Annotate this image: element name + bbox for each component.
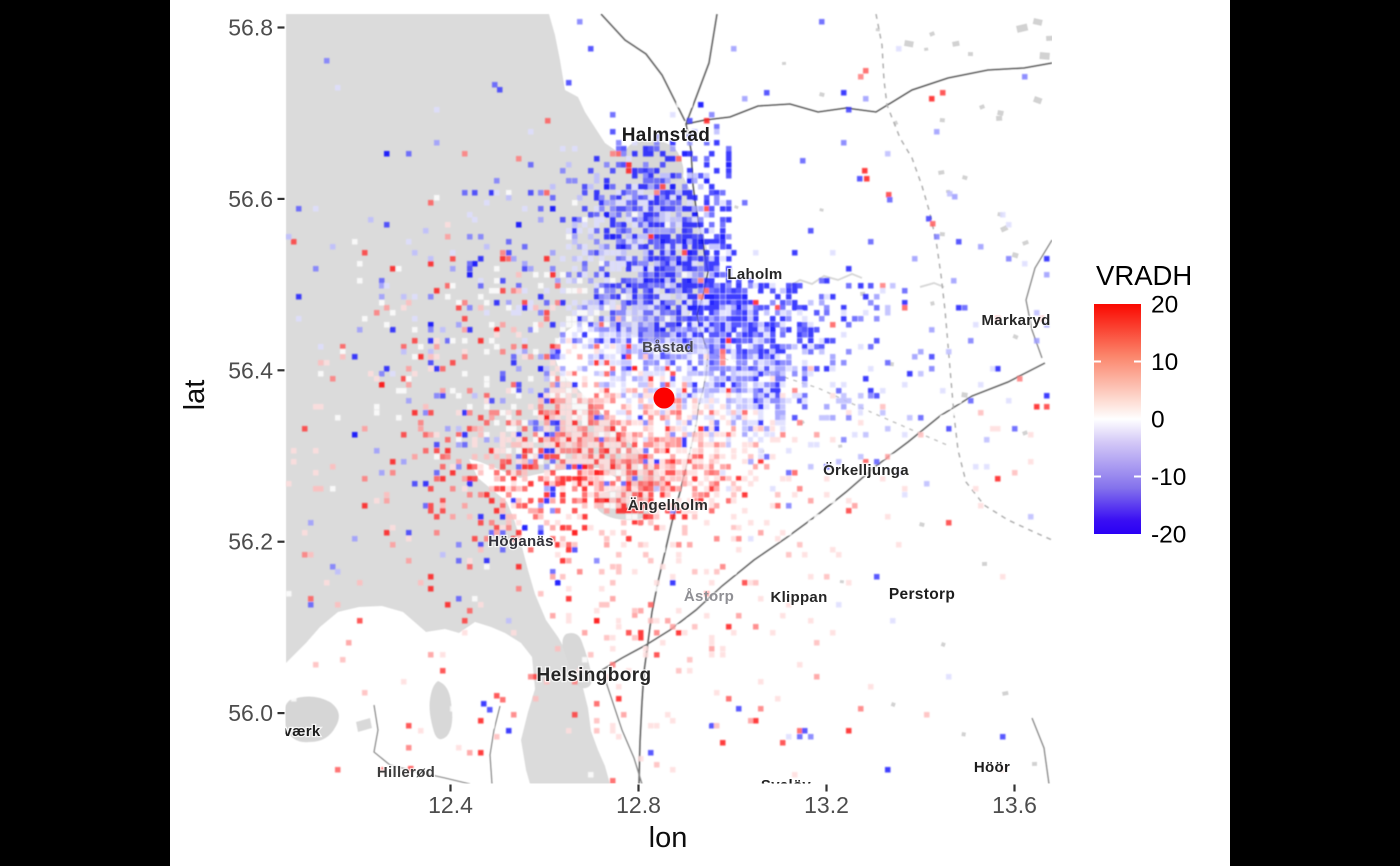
svg-text:-10: -10	[1151, 464, 1186, 491]
svg-text:12.4: 12.4	[428, 792, 473, 818]
svg-text:Höör: Höör	[974, 759, 1010, 776]
svg-text:Halmstad: Halmstad	[622, 125, 711, 146]
svg-text:Örkelljunga: Örkelljunga	[823, 462, 909, 479]
svg-text:12.8: 12.8	[616, 792, 661, 818]
svg-text:13.6: 13.6	[992, 792, 1037, 818]
svg-text:Perstorp: Perstorp	[889, 586, 955, 603]
svg-text:56.0: 56.0	[228, 700, 273, 726]
svg-text:VRADH: VRADH	[1096, 260, 1192, 291]
svg-text:Ängelholm: Ängelholm	[628, 497, 708, 514]
svg-text:Laholm: Laholm	[727, 266, 782, 283]
svg-text:20: 20	[1151, 292, 1178, 319]
svg-text:Hillerød: Hillerød	[377, 764, 435, 781]
svg-text:lat: lat	[179, 380, 211, 411]
svg-text:-20: -20	[1151, 522, 1186, 549]
svg-text:Båstad: Båstad	[642, 339, 694, 356]
svg-text:56.6: 56.6	[228, 186, 273, 212]
svg-text:lon: lon	[649, 822, 688, 854]
svg-text:56.4: 56.4	[228, 357, 273, 383]
svg-text:Höganäs: Höganäs	[488, 533, 553, 550]
svg-text:Åstorp: Åstorp	[684, 588, 734, 605]
svg-text:Helsingborg: Helsingborg	[536, 665, 651, 686]
svg-text:værk: værk	[283, 723, 320, 740]
svg-text:13.2: 13.2	[804, 792, 849, 818]
svg-text:Svalöv: Svalöv	[761, 777, 812, 794]
svg-text:0: 0	[1151, 407, 1165, 434]
svg-text:Klippan: Klippan	[770, 589, 827, 606]
svg-text:10: 10	[1151, 349, 1178, 376]
svg-text:Markaryd: Markaryd	[981, 312, 1050, 329]
svg-text:56.2: 56.2	[228, 529, 273, 555]
svg-text:56.8: 56.8	[228, 15, 273, 41]
